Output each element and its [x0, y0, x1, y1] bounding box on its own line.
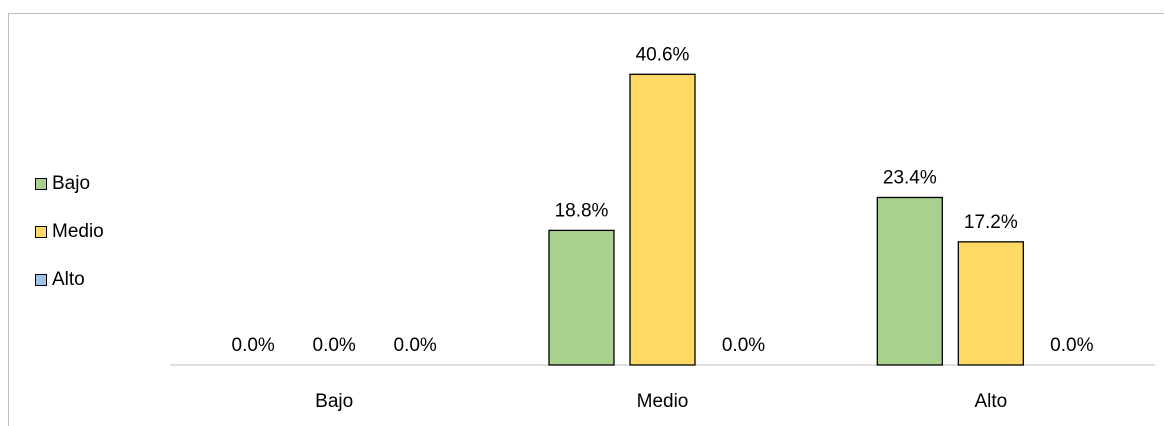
legend-swatch-bajo — [35, 178, 47, 190]
x-tick-label-bajo: Bajo — [315, 391, 353, 412]
chart-frame — [8, 13, 1164, 426]
data-label-medio-medio: 40.6% — [636, 44, 690, 65]
x-tick-label-alto: Alto — [974, 391, 1007, 412]
x-tick-label-medio: Medio — [637, 391, 689, 412]
legend-label-alto: Alto — [52, 269, 85, 290]
data-label-medio-alto: 0.0% — [722, 335, 765, 356]
bar-medio-bajo — [548, 229, 615, 366]
bar-medio-medio — [629, 73, 696, 366]
legend-label-medio: Medio — [52, 221, 104, 242]
data-label-alto-alto: 0.0% — [1050, 335, 1093, 356]
legend-label-bajo: Bajo — [52, 173, 91, 194]
data-label-bajo-bajo: 0.0% — [232, 335, 275, 356]
data-label-medio-bajo: 18.8% — [555, 200, 609, 221]
data-label-alto-medio: 17.2% — [964, 212, 1018, 233]
data-label-bajo-medio: 0.0% — [313, 335, 356, 356]
bar-alto-bajo — [876, 196, 943, 366]
legend-item-medio: Medio — [35, 208, 104, 256]
legend-item-alto: Alto — [35, 256, 104, 304]
legend-swatch-medio — [35, 226, 47, 238]
legend-swatch-alto — [35, 274, 47, 286]
legend-item-bajo: Bajo — [35, 160, 104, 208]
legend: Bajo Medio Alto — [35, 160, 104, 304]
bar-alto-medio — [957, 241, 1024, 366]
data-label-alto-bajo: 23.4% — [883, 167, 937, 188]
data-label-bajo-alto: 0.0% — [394, 335, 437, 356]
